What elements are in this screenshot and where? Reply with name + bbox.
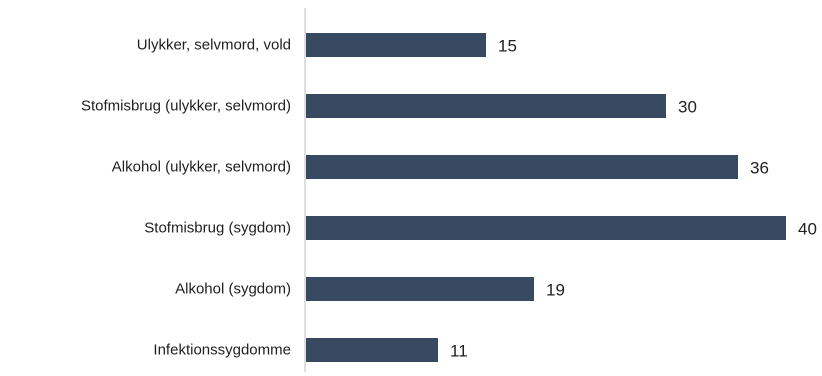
bar: [306, 33, 486, 57]
value-label: 15: [498, 37, 517, 56]
category-label: Infektionssygdomme: [153, 342, 291, 359]
value-label: 19: [546, 281, 565, 300]
value-label: 30: [678, 98, 697, 117]
bar: [306, 94, 666, 118]
category-label: Stofmisbrug (sygdom): [144, 220, 291, 237]
value-label: 36: [750, 159, 769, 178]
bar: [306, 216, 786, 240]
bar: [306, 338, 438, 362]
category-label: Ulykker, selvmord, vold: [137, 37, 291, 54]
category-label: Alkohol (ulykker, selvmord): [112, 159, 291, 176]
plot-area: Ulykker, selvmord, vold 15 Stofmisbrug (ul…: [81, 33, 817, 362]
value-label: 11: [450, 342, 468, 361]
bar: [306, 277, 534, 301]
value-label: 40: [798, 220, 817, 239]
category-label: Stofmisbrug (ulykker, selvmord): [81, 98, 291, 115]
bar: [306, 155, 738, 179]
category-label: Alkohol (sygdom): [175, 281, 291, 298]
